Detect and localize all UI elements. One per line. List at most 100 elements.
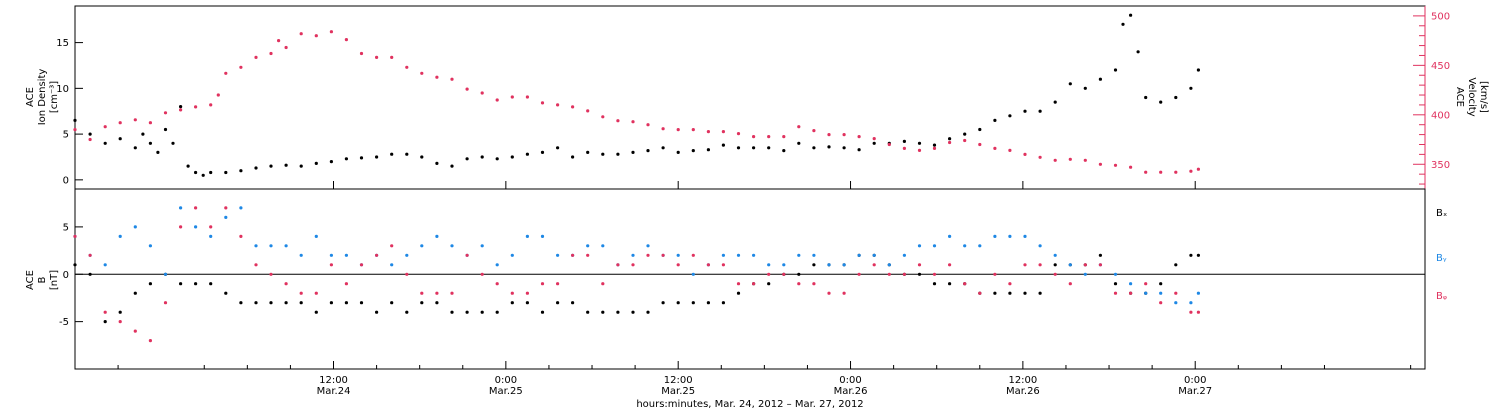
by-point xyxy=(842,263,846,267)
bx-point xyxy=(1038,291,1042,295)
density-tick-label: 10 xyxy=(56,84,69,95)
density-point xyxy=(767,146,771,150)
bz-point xyxy=(932,272,937,276)
density-point xyxy=(73,118,77,122)
by-point xyxy=(812,253,816,257)
bz-point xyxy=(329,263,333,267)
bx-point xyxy=(1023,291,1027,295)
bz-point xyxy=(359,263,364,267)
density-point xyxy=(1083,86,1087,90)
bx-point xyxy=(299,301,303,305)
bx-point xyxy=(1159,282,1163,286)
bz-point xyxy=(1174,291,1178,295)
density-point xyxy=(902,139,907,143)
bz-point xyxy=(993,272,997,276)
by-point xyxy=(1023,234,1027,238)
bz-point xyxy=(872,263,876,267)
bz-point xyxy=(1196,310,1200,314)
bx-point xyxy=(721,301,726,305)
density-point xyxy=(1159,100,1163,104)
bz-point xyxy=(314,291,318,295)
velocity-tick-label: 400 xyxy=(1431,110,1450,121)
bx-point xyxy=(540,310,545,314)
bx-point xyxy=(314,310,318,314)
bx-point xyxy=(254,301,258,305)
bz-point xyxy=(1038,263,1042,267)
by-point xyxy=(646,244,650,248)
date-tick-label: Mar.25 xyxy=(661,386,695,397)
velocity-point xyxy=(1196,167,1200,171)
bx-point xyxy=(1053,263,1057,267)
bx-point xyxy=(480,310,484,314)
by-point xyxy=(1159,291,1163,295)
by-point xyxy=(827,263,831,267)
bx-point xyxy=(239,301,243,305)
density-point xyxy=(201,173,205,177)
field-tick-label: 0 xyxy=(63,270,69,281)
bz-point xyxy=(586,253,590,257)
velocity-point xyxy=(1159,170,1163,174)
density-point xyxy=(314,161,318,165)
bz-point xyxy=(782,272,786,276)
velocity-point xyxy=(1113,163,1118,167)
density-point xyxy=(827,145,831,149)
magnetic-field-axis-label-line3: [nT] xyxy=(49,270,60,290)
density-point xyxy=(1068,82,1072,86)
velocity-point xyxy=(269,51,273,56)
bx-point xyxy=(269,301,273,305)
time-axis: 12:00Mar.240:00Mar.2512:00Mar.250:00Mar.… xyxy=(74,181,1412,397)
velocity-point xyxy=(736,132,741,136)
density-point xyxy=(435,161,439,165)
density-point xyxy=(752,146,756,150)
by-point xyxy=(540,234,545,238)
bx-point xyxy=(736,291,741,295)
bz-point xyxy=(857,272,861,276)
bx-point xyxy=(420,301,424,305)
bx-point xyxy=(73,263,77,267)
legend-by: Bᵧ xyxy=(1436,253,1447,264)
velocity-point xyxy=(1053,158,1057,162)
density-tick-label: 5 xyxy=(63,130,69,141)
velocity-point xyxy=(525,95,530,99)
by-point xyxy=(736,253,741,257)
velocity-point xyxy=(103,125,107,129)
bz-point xyxy=(148,339,152,343)
density-point xyxy=(1098,77,1102,81)
bz-point xyxy=(1008,282,1012,286)
date-tick-label: Mar.27 xyxy=(1178,386,1212,397)
ion-density-axis: 0 5 10 15 xyxy=(56,38,83,186)
by-point xyxy=(254,244,258,248)
time-tick-label: 12:00 xyxy=(1008,375,1037,386)
bz-point xyxy=(721,263,726,267)
by-point xyxy=(1174,301,1178,305)
bx-point xyxy=(767,282,771,286)
bz-point xyxy=(706,263,711,267)
density-point xyxy=(872,141,876,145)
bx-point xyxy=(1008,291,1012,295)
by-point xyxy=(887,263,891,267)
density-point xyxy=(691,149,695,153)
by-point xyxy=(782,263,786,267)
density-point xyxy=(209,170,213,175)
bz-point xyxy=(209,225,213,229)
velocity-point xyxy=(601,115,605,119)
velocity-point xyxy=(706,130,711,134)
by-point xyxy=(299,253,303,257)
bz-point xyxy=(812,282,816,286)
by-point xyxy=(269,244,273,248)
magnetic-field-axis-label-line1: ACE xyxy=(25,270,36,290)
bz-point xyxy=(163,301,168,305)
density-point xyxy=(1144,95,1148,100)
ion-density-axis-label-line2: Ion Density xyxy=(37,69,48,126)
density-point xyxy=(405,152,409,156)
density-point xyxy=(239,169,243,173)
density-point xyxy=(1121,22,1125,26)
density-point xyxy=(1008,114,1012,118)
bx-point xyxy=(450,310,454,314)
velocity-point xyxy=(133,118,137,122)
density-point xyxy=(1113,68,1118,72)
bz-point xyxy=(676,263,680,267)
density-point xyxy=(1129,13,1133,17)
velocity-tick-label: 450 xyxy=(1431,61,1450,72)
